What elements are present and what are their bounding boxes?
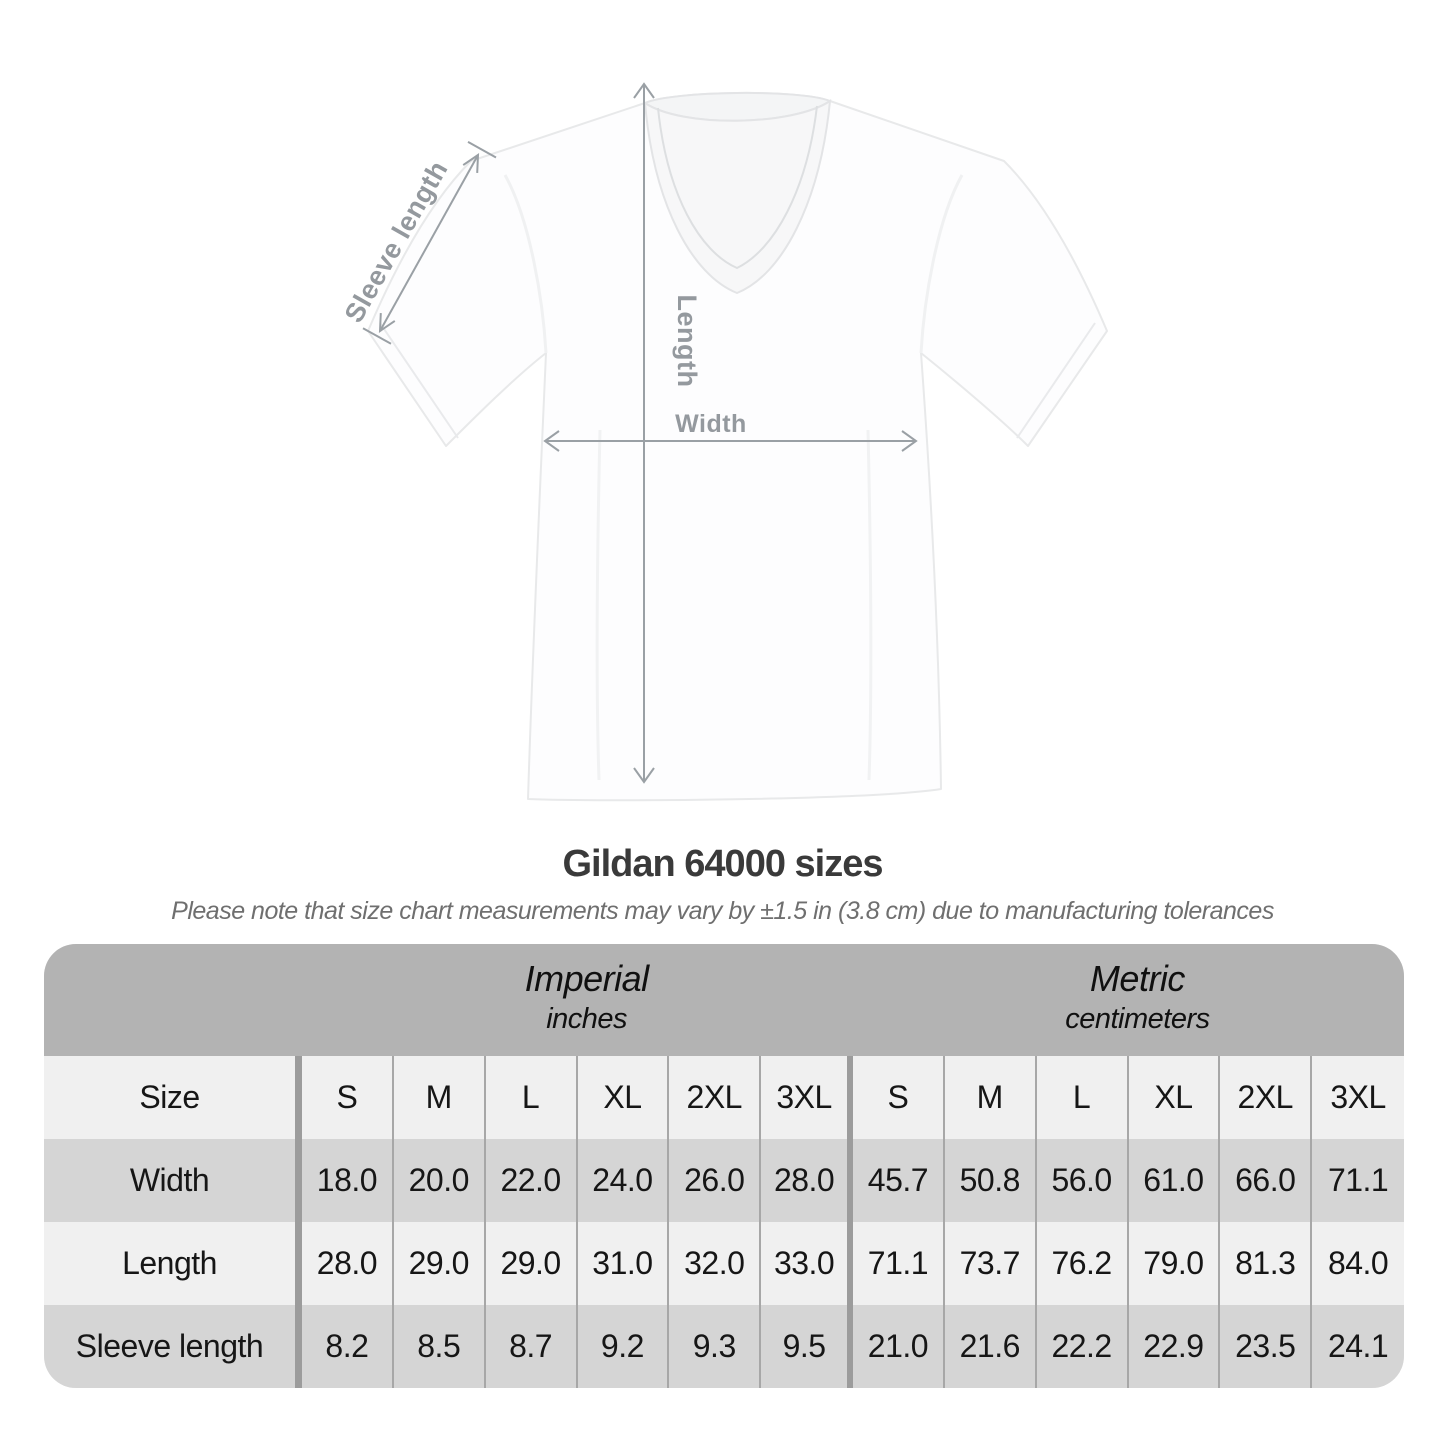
table-cell: 3XL [1330, 1079, 1386, 1115]
table-cell: M [945, 1056, 1037, 1139]
table-cell: 81.3 [1220, 1222, 1313, 1305]
arrowhead-left-icon [543, 430, 560, 452]
table-cell: 8.7 [486, 1305, 578, 1388]
dimension-end-tick [362, 327, 392, 345]
table-cell: 2XL [1220, 1056, 1313, 1139]
table-cell: 84.0 [1327, 1245, 1389, 1281]
table-cell: 73.7 [945, 1222, 1037, 1305]
table-cell: 28.0 [302, 1222, 394, 1305]
tshirt-right-sleeve-hem [1016, 322, 1096, 439]
length-label: Length [672, 295, 702, 388]
table-cell: M [394, 1056, 486, 1139]
arrowhead-up-icon [633, 82, 655, 99]
table-row-size: Size S M L XL 2XL 3XL S M L XL 2XL 3XL [44, 1056, 1404, 1139]
tshirt-left-sleeve-hem [379, 322, 459, 439]
table-cell: 29.0 [394, 1222, 486, 1305]
table-cell: 8.5 [394, 1305, 486, 1388]
table-cell: 21.0 [853, 1305, 945, 1388]
table-cell: 71.1 [1327, 1162, 1389, 1198]
table-cell: 71.1 [853, 1222, 945, 1305]
table-cell: 18.0 [302, 1139, 394, 1222]
page-title: Gildan 64000 sizes [562, 843, 884, 885]
row-header: Sleeve length [44, 1305, 302, 1388]
arrowhead-upright-icon [462, 153, 480, 173]
table-cell: 22.0 [486, 1139, 578, 1222]
arrowhead-downleft-icon [378, 313, 396, 333]
table-cell: S [302, 1056, 394, 1139]
tshirt-fold-right [866, 429, 873, 781]
table-cell: 3XL [761, 1056, 853, 1139]
table-cell: L [486, 1056, 578, 1139]
table-cell: 26.0 [669, 1139, 762, 1222]
table-cell: 21.6 [945, 1305, 1037, 1388]
metric-label: Metric [1089, 958, 1186, 999]
table-cell: S [853, 1056, 945, 1139]
table-cell: XL [1129, 1056, 1221, 1139]
table-row-width: Width 18.0 20.0 22.0 24.0 26.0 28.0 45.7… [44, 1139, 1404, 1222]
row-header: Length [44, 1222, 302, 1305]
table-cell: 8.2 [302, 1305, 394, 1388]
table-cell: 79.0 [1129, 1222, 1221, 1305]
metric-unit: centimeters [1065, 1003, 1210, 1035]
arrowhead-right-icon [901, 430, 918, 452]
table-cell: 45.7 [853, 1139, 945, 1222]
table-cell: 23.5 [1220, 1305, 1313, 1388]
tolerance-note: Please note that size chart measurements… [171, 897, 1274, 925]
table-cell: 24.1 [1327, 1328, 1389, 1364]
length-dimension-line [633, 82, 655, 784]
arrowhead-down-icon [633, 767, 655, 784]
row-header: Width [44, 1139, 302, 1222]
tshirt-right-seam [919, 174, 964, 354]
table-cell: 32.0 [669, 1222, 762, 1305]
table-cell: 66.0 [1220, 1139, 1313, 1222]
tshirt-measurement-diagram: Sleeve length Length Width [339, 82, 1108, 802]
unit-group-imperial: Imperial inches [524, 956, 650, 1037]
table-cell: 56.0 [1037, 1139, 1129, 1222]
unit-group-metric: Metric centimeters [1065, 956, 1210, 1037]
table-cell: 29.0 [486, 1222, 578, 1305]
tshirt-fold-left [595, 429, 602, 781]
size-chart-table: Imperial inches Metric centimeters Size … [44, 944, 1404, 1388]
dimension-annotations [362, 82, 918, 784]
imperial-label: Imperial [524, 958, 650, 999]
table-cell: 31.0 [578, 1222, 670, 1305]
table-cell: 20.0 [394, 1139, 486, 1222]
imperial-unit: inches [546, 1003, 628, 1035]
tshirt-left-seam [503, 174, 548, 354]
width-dimension-line [543, 430, 918, 452]
row-header: Size [44, 1056, 302, 1139]
table-cell: 9.5 [761, 1305, 853, 1388]
dimension-end-tick [467, 141, 497, 159]
table-cell: 50.8 [945, 1139, 1037, 1222]
tshirt-body [367, 91, 1108, 802]
table-row-sleeve-length: Sleeve length 8.2 8.5 8.7 9.2 9.3 9.5 21… [44, 1305, 1404, 1388]
table-cell: 22.2 [1037, 1305, 1129, 1388]
table-cell: XL [578, 1056, 670, 1139]
table-cell: 9.3 [669, 1305, 762, 1388]
table-cell: L [1037, 1056, 1129, 1139]
table-cell: 28.0 [761, 1139, 853, 1222]
table-cell: 76.2 [1037, 1222, 1129, 1305]
table-cell: 24.0 [578, 1139, 670, 1222]
table-row-length: Length 28.0 29.0 29.0 31.0 32.0 33.0 71.… [44, 1222, 1404, 1305]
table-unit-header: Imperial inches Metric centimeters [44, 944, 1404, 1056]
table-cell: 22.9 [1129, 1305, 1221, 1388]
table-cell: 2XL [669, 1056, 762, 1139]
table-cell: 9.2 [578, 1305, 670, 1388]
sleeve-dimension-line [362, 141, 497, 345]
width-label: Width [675, 410, 747, 438]
tshirt-collar-front [643, 98, 832, 295]
table-cell: 33.0 [761, 1222, 853, 1305]
table-cell: 61.0 [1129, 1139, 1221, 1222]
tshirt-collar-rib-line [657, 105, 818, 270]
tshirt-illustration [367, 91, 1108, 802]
